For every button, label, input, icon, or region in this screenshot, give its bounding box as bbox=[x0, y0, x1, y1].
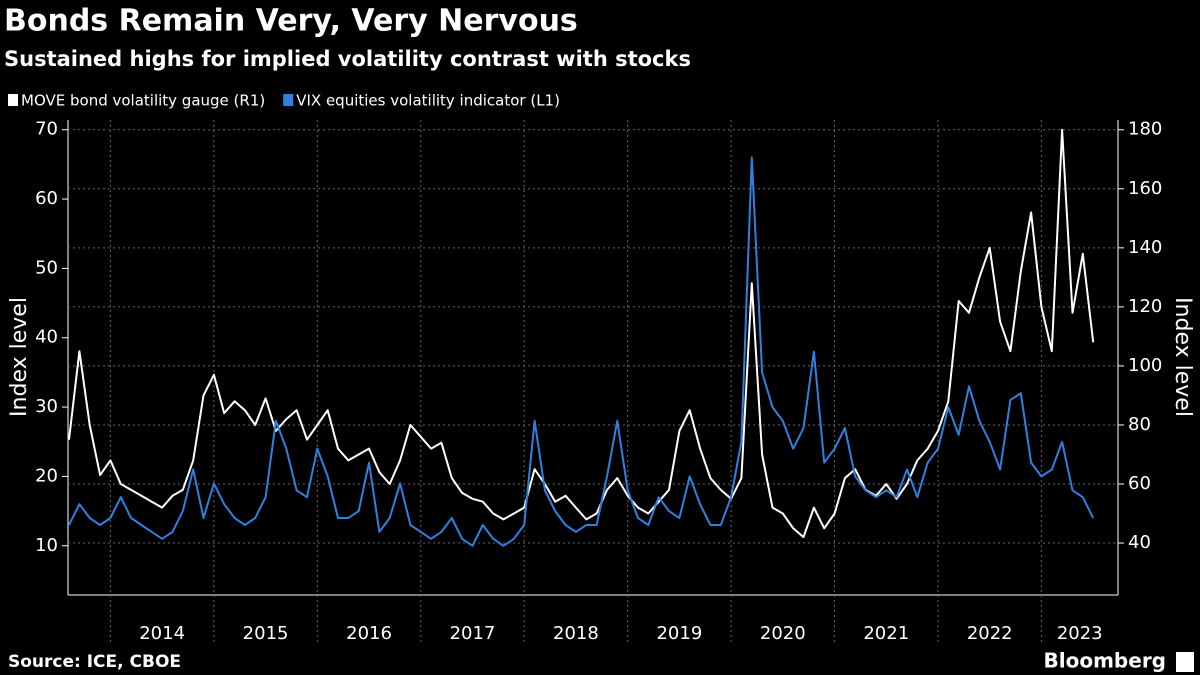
y2-tick-label: 80 bbox=[1128, 414, 1151, 435]
y-tick-label: 10 bbox=[35, 535, 58, 556]
x-tick-label: 2018 bbox=[553, 623, 599, 644]
y2-tick-label: 100 bbox=[1128, 355, 1162, 376]
y2-tick-label: 60 bbox=[1128, 473, 1151, 494]
y-tick-label: 30 bbox=[35, 396, 58, 417]
x-tick-label: 2017 bbox=[450, 623, 496, 644]
y-tick-label: 50 bbox=[35, 257, 58, 278]
x-tick-label: 2014 bbox=[139, 623, 185, 644]
x-tick-label: 2023 bbox=[1057, 623, 1103, 644]
chart-subtitle: Sustained highs for implied volatility c… bbox=[4, 47, 691, 71]
source: Source: ICE, CBOE bbox=[8, 652, 181, 672]
legend-label: MOVE bond volatility gauge (R1) bbox=[21, 92, 265, 110]
y2-tick-label: 140 bbox=[1128, 237, 1162, 258]
x-tick-label: 2019 bbox=[656, 623, 702, 644]
legend-swatch bbox=[283, 94, 294, 106]
logo-icon bbox=[1176, 652, 1194, 672]
y2-tick-label: 120 bbox=[1128, 296, 1162, 317]
y2-tick-label: 40 bbox=[1128, 532, 1151, 553]
logo: Bloomberg bbox=[1044, 649, 1166, 673]
y2-tick-label: 180 bbox=[1128, 119, 1162, 140]
y-tick-label: 20 bbox=[35, 465, 58, 486]
y2-tick-label: 160 bbox=[1128, 178, 1162, 199]
y-axis-label: Index level bbox=[7, 297, 32, 417]
x-tick-label: 2022 bbox=[967, 623, 1013, 644]
legend-swatch bbox=[8, 94, 18, 106]
y-tick-label: 40 bbox=[35, 327, 58, 348]
x-tick-label: 2015 bbox=[243, 623, 289, 644]
series-line bbox=[68, 128, 1095, 539]
series-line bbox=[68, 156, 1095, 547]
y-tick-label: 60 bbox=[35, 188, 58, 209]
x-tick-label: 2021 bbox=[863, 623, 909, 644]
x-tick-label: 2016 bbox=[346, 623, 392, 644]
legend-label: VIX equities volatility indicator (L1) bbox=[296, 92, 560, 110]
y-tick-label: 70 bbox=[35, 119, 58, 140]
x-tick-label: 2020 bbox=[760, 623, 806, 644]
y2-axis-label: Index level bbox=[1170, 297, 1195, 417]
chart-title: Bonds Remain Very, Very Nervous bbox=[4, 4, 578, 39]
